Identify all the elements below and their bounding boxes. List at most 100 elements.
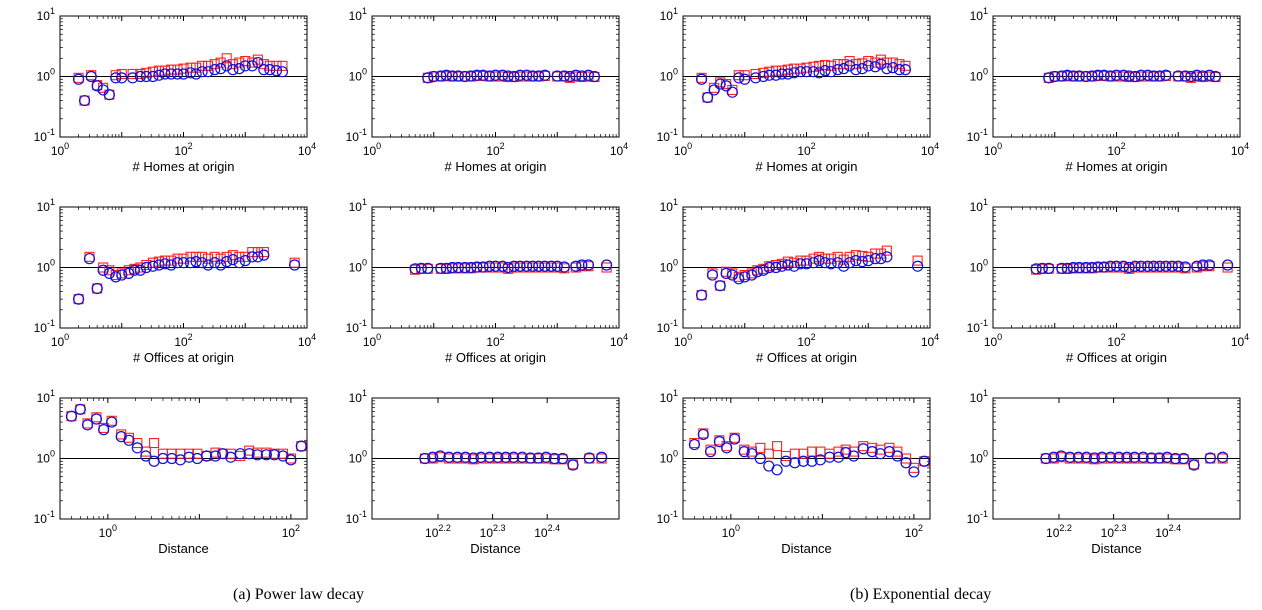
- circle-marker: [869, 61, 881, 73]
- x-tick-label: 100: [51, 141, 69, 158]
- square-marker: [908, 462, 919, 473]
- circle-marker: [1036, 262, 1048, 274]
- y-tick-label: 101: [660, 388, 678, 405]
- x-tick-label: 100: [722, 523, 740, 540]
- square-marker: [153, 65, 164, 76]
- circle-marker: [1145, 452, 1157, 464]
- y-tick-label: 100: [970, 449, 988, 466]
- x-axis-label: Distance: [1091, 541, 1142, 556]
- circle-marker: [446, 261, 458, 274]
- circle-marker: [1123, 70, 1135, 82]
- circle-marker: [1043, 72, 1055, 84]
- x-tick-label: 102: [174, 141, 192, 158]
- x-tick-label: 104: [1231, 332, 1249, 349]
- circle-marker: [688, 438, 701, 451]
- circle-marker: [483, 260, 496, 272]
- square-marker: [116, 68, 127, 80]
- caption-power-law: (a) Power law decay: [233, 586, 365, 603]
- x-axis-label: # Homes at origin: [756, 159, 858, 174]
- circle-marker: [521, 260, 533, 272]
- circle-marker: [209, 257, 221, 269]
- circle-marker: [832, 64, 844, 76]
- circle-marker: [140, 450, 152, 462]
- square-marker: [221, 251, 232, 262]
- circle-marker: [726, 86, 738, 98]
- circle-marker: [166, 452, 178, 465]
- circle-marker: [1073, 70, 1085, 82]
- circle-marker: [733, 273, 745, 285]
- circle-marker: [183, 451, 195, 463]
- circle-marker: [459, 70, 471, 83]
- circle-marker: [1049, 70, 1061, 83]
- circle-marker: [233, 63, 245, 75]
- circle-marker: [912, 260, 924, 272]
- circle-marker: [496, 260, 509, 272]
- square-marker: [881, 245, 892, 256]
- circle-marker: [1203, 69, 1216, 81]
- x-axis-label: # Offices at origin: [756, 350, 857, 365]
- circle-marker: [221, 60, 233, 72]
- circle-marker: [153, 69, 165, 81]
- circle-marker: [171, 257, 184, 269]
- circle-marker: [532, 452, 544, 464]
- circle-marker: [508, 260, 520, 272]
- circle-marker: [81, 419, 94, 431]
- circle-marker: [1154, 260, 1166, 272]
- circle-marker: [788, 67, 800, 79]
- circle-marker: [1172, 70, 1184, 82]
- circle-marker: [270, 65, 283, 77]
- series-circle: [1030, 259, 1234, 275]
- circle-marker: [576, 259, 588, 271]
- circle-marker: [234, 448, 246, 460]
- circle-marker: [564, 70, 576, 83]
- circle-marker: [794, 66, 807, 78]
- square-marker: [870, 57, 881, 68]
- circle-marker: [807, 66, 820, 78]
- x-tick-label: 102.3: [1101, 523, 1127, 540]
- circle-marker: [721, 442, 733, 454]
- circle-marker: [103, 89, 115, 101]
- square-marker: [789, 257, 800, 268]
- circle-marker: [427, 451, 439, 463]
- y-tick-label: 101: [970, 197, 988, 214]
- circle-marker: [838, 63, 850, 75]
- square-marker: [892, 446, 903, 457]
- circle-marker: [196, 257, 208, 269]
- series-circle: [1040, 450, 1229, 471]
- circle-marker: [825, 258, 837, 270]
- circle-marker: [239, 255, 251, 267]
- circle-marker: [123, 267, 135, 279]
- circle-marker: [800, 258, 813, 270]
- circle-marker: [446, 70, 458, 82]
- circle-marker: [483, 451, 496, 463]
- x-axis-label: # Homes at origin: [445, 159, 547, 174]
- circle-marker: [908, 466, 920, 478]
- circle-marker: [1104, 70, 1117, 82]
- x-axis-label: Distance: [781, 541, 832, 556]
- circle-marker: [184, 67, 197, 79]
- x-tick-label: 104: [610, 332, 628, 349]
- circle-marker: [489, 69, 502, 81]
- circle-marker: [201, 450, 213, 462]
- square-marker: [844, 56, 855, 67]
- circle-marker: [739, 73, 751, 85]
- circle-marker: [157, 452, 169, 465]
- circle-marker: [819, 257, 831, 269]
- circle-marker: [1129, 260, 1141, 272]
- circle-marker: [708, 84, 720, 96]
- circle-marker: [123, 434, 135, 446]
- square-marker: [763, 448, 774, 459]
- circle-marker: [428, 70, 440, 83]
- circle-marker: [576, 70, 588, 82]
- circle-marker: [838, 260, 850, 272]
- circle-marker: [1104, 451, 1117, 463]
- circle-marker: [539, 69, 551, 81]
- circle-marker: [891, 450, 903, 462]
- square-marker: [127, 68, 138, 80]
- y-tick-label: 100: [660, 449, 678, 466]
- circle-marker: [558, 70, 570, 82]
- circle-marker: [415, 262, 427, 274]
- circle-marker: [514, 260, 526, 272]
